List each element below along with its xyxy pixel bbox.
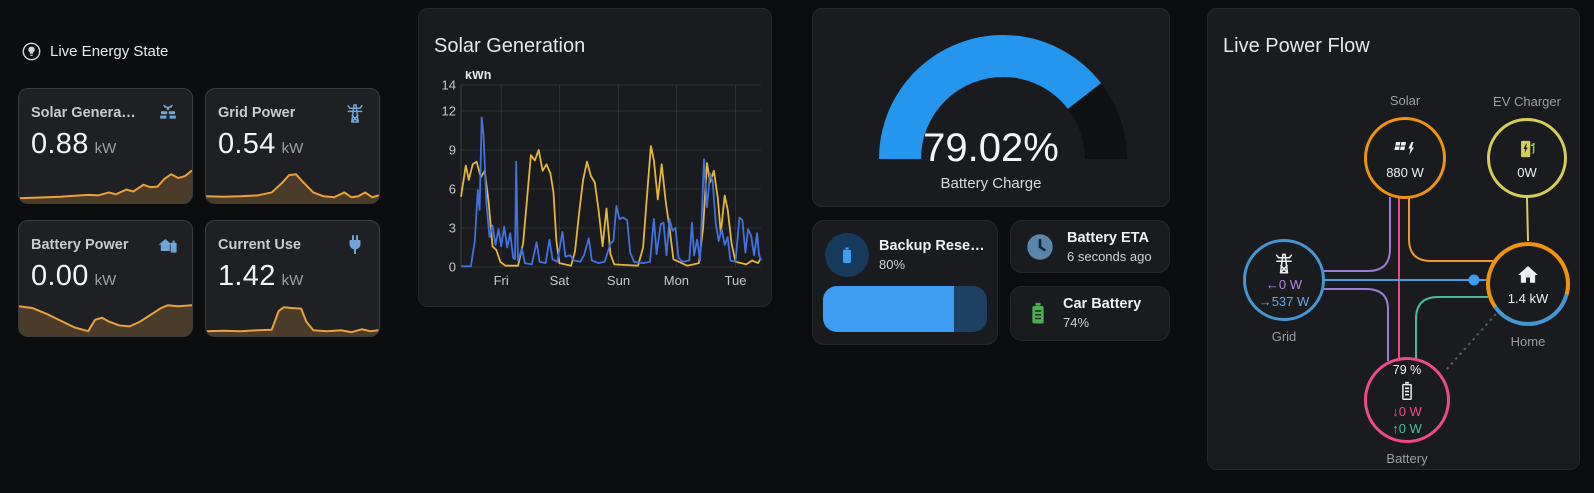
- stat-unit: kW: [94, 140, 117, 157]
- battery-node-ring: 79 % ↓0 W ↑0 W: [1364, 357, 1450, 443]
- solar-node-label: Solar: [1389, 93, 1421, 108]
- sparkline-chart: [206, 155, 379, 203]
- stat-card-current-use[interactable]: Current Use 1.42 kW: [205, 220, 380, 337]
- car-battery-icon: [1023, 298, 1053, 328]
- battery-discharge-rate: ↑0 W: [1392, 420, 1422, 436]
- stat-card-solar-generation[interactable]: Solar Genera… 0.88 kW: [18, 88, 193, 204]
- stat-unit: kW: [281, 272, 304, 289]
- home-node-ring: 1.4 kW: [1486, 242, 1570, 326]
- home-icon: [1514, 262, 1542, 288]
- stat-card-grid-power[interactable]: Grid Power 0.54 kW: [205, 88, 380, 204]
- battery-charge-panel: 79.02% Battery Charge: [812, 8, 1170, 207]
- svg-text:Tue: Tue: [725, 273, 747, 288]
- svg-text:9: 9: [449, 143, 456, 158]
- ev-charger-node-ring: 0W: [1487, 118, 1567, 198]
- battery-eta-card[interactable]: Battery ETA 6 seconds ago: [1010, 220, 1170, 273]
- stat-title: Battery Power: [31, 237, 129, 253]
- transmission-tower-icon: [343, 101, 367, 125]
- sparkline-chart: [206, 288, 379, 336]
- battery-node-percent: 79 %: [1392, 363, 1422, 378]
- battery-icon: [1396, 379, 1418, 403]
- battery-charge-value: 79.02%: [923, 126, 1059, 170]
- energy-state-title: Live Energy State: [50, 43, 169, 60]
- ev-charger-node-value: 0W: [1517, 164, 1537, 180]
- stat-value: 0.88: [31, 128, 89, 160]
- car-battery-card[interactable]: Car Battery 74%: [1010, 286, 1170, 341]
- svg-text:12: 12: [442, 104, 456, 119]
- home-node-value: 1.4 kW: [1507, 290, 1549, 306]
- solar-panel-icon: [156, 101, 180, 125]
- stat-value: 0.00: [31, 260, 89, 292]
- stat-unit: kW: [281, 140, 304, 157]
- svg-text:Sat: Sat: [550, 273, 570, 288]
- live-power-flow-panel: Live Power Flow 880 W Solar: [1207, 8, 1580, 470]
- backup-reserve-progress-fill: [823, 286, 955, 332]
- solar-node-ring: 880 W: [1364, 117, 1446, 199]
- solar-generation-chart: 0 3 6 9 12 14 Fri Sat Sun Mon Tue kWh: [442, 71, 762, 288]
- grid-node-label: Grid: [1271, 329, 1297, 344]
- stat-title: Current Use: [218, 237, 301, 253]
- stat-title: Grid Power: [218, 105, 296, 121]
- grid-node-ring: ←0 W →537 W: [1243, 239, 1325, 321]
- ev-charger-node-label: EV Charger: [1493, 94, 1561, 109]
- stat-value: 0.54: [218, 128, 276, 160]
- stat-card-battery-power[interactable]: Battery Power 0.00 kW: [18, 220, 193, 337]
- car-battery-title: Car Battery: [1063, 296, 1142, 312]
- svg-text:14: 14: [442, 78, 456, 93]
- svg-text:kWh: kWh: [465, 71, 491, 82]
- lightbulb-circle-icon: [22, 42, 41, 61]
- panel-title: Live Power Flow: [1223, 35, 1370, 57]
- home-node-core: [1490, 246, 1566, 322]
- transmission-tower-icon: [1271, 250, 1297, 276]
- battery-node-label: Battery: [1386, 451, 1428, 466]
- ev-charger-icon: [1514, 136, 1540, 162]
- backup-reserve-progressbar: [823, 286, 987, 332]
- battery-charge-gauge: [879, 35, 1127, 160]
- panel-title: Solar Generation: [434, 35, 586, 57]
- stat-unit: kW: [94, 272, 117, 289]
- clock-icon: [1023, 230, 1057, 264]
- grid-import-value: ←0 W: [1265, 277, 1303, 293]
- backup-reserve-title: Backup Reser…: [879, 238, 985, 254]
- stat-value: 1.42: [218, 260, 276, 292]
- sparkline-chart: [19, 288, 192, 336]
- power-plug-icon: [343, 233, 367, 257]
- home-battery-icon: [156, 233, 180, 257]
- backup-reserve-card[interactable]: Backup Reser… 80%: [812, 220, 998, 345]
- solar-generation-panel: Solar Generation 0 3 6 9 12 14 Fri Sat Sun Mon Tue…: [418, 8, 772, 307]
- svg-text:6: 6: [449, 182, 456, 197]
- home-node-label: Home: [1510, 334, 1546, 349]
- backup-reserve-value: 80%: [879, 257, 906, 272]
- stat-title: Solar Genera…: [31, 105, 136, 121]
- grid-export-value: →537 W: [1258, 294, 1310, 309]
- svg-text:3: 3: [449, 221, 456, 236]
- battery-eta-subtitle: 6 seconds ago: [1067, 249, 1152, 264]
- energy-state-header: Live Energy State: [22, 42, 168, 61]
- svg-text:0: 0: [449, 260, 456, 275]
- battery-charge-rate: ↓0 W: [1392, 403, 1422, 419]
- svg-text:Fri: Fri: [494, 273, 509, 288]
- sparkline-chart: [19, 155, 192, 203]
- solar-panel-bolt-icon: [1390, 136, 1420, 162]
- battery-eta-title: Battery ETA: [1067, 230, 1149, 246]
- svg-text:Mon: Mon: [664, 273, 689, 288]
- solar-node-value: 880 W: [1386, 164, 1424, 180]
- battery-charge-label: Battery Charge: [940, 175, 1042, 192]
- battery-icon: [825, 233, 869, 277]
- svg-text:Sun: Sun: [607, 273, 630, 288]
- car-battery-value: 74%: [1063, 315, 1090, 330]
